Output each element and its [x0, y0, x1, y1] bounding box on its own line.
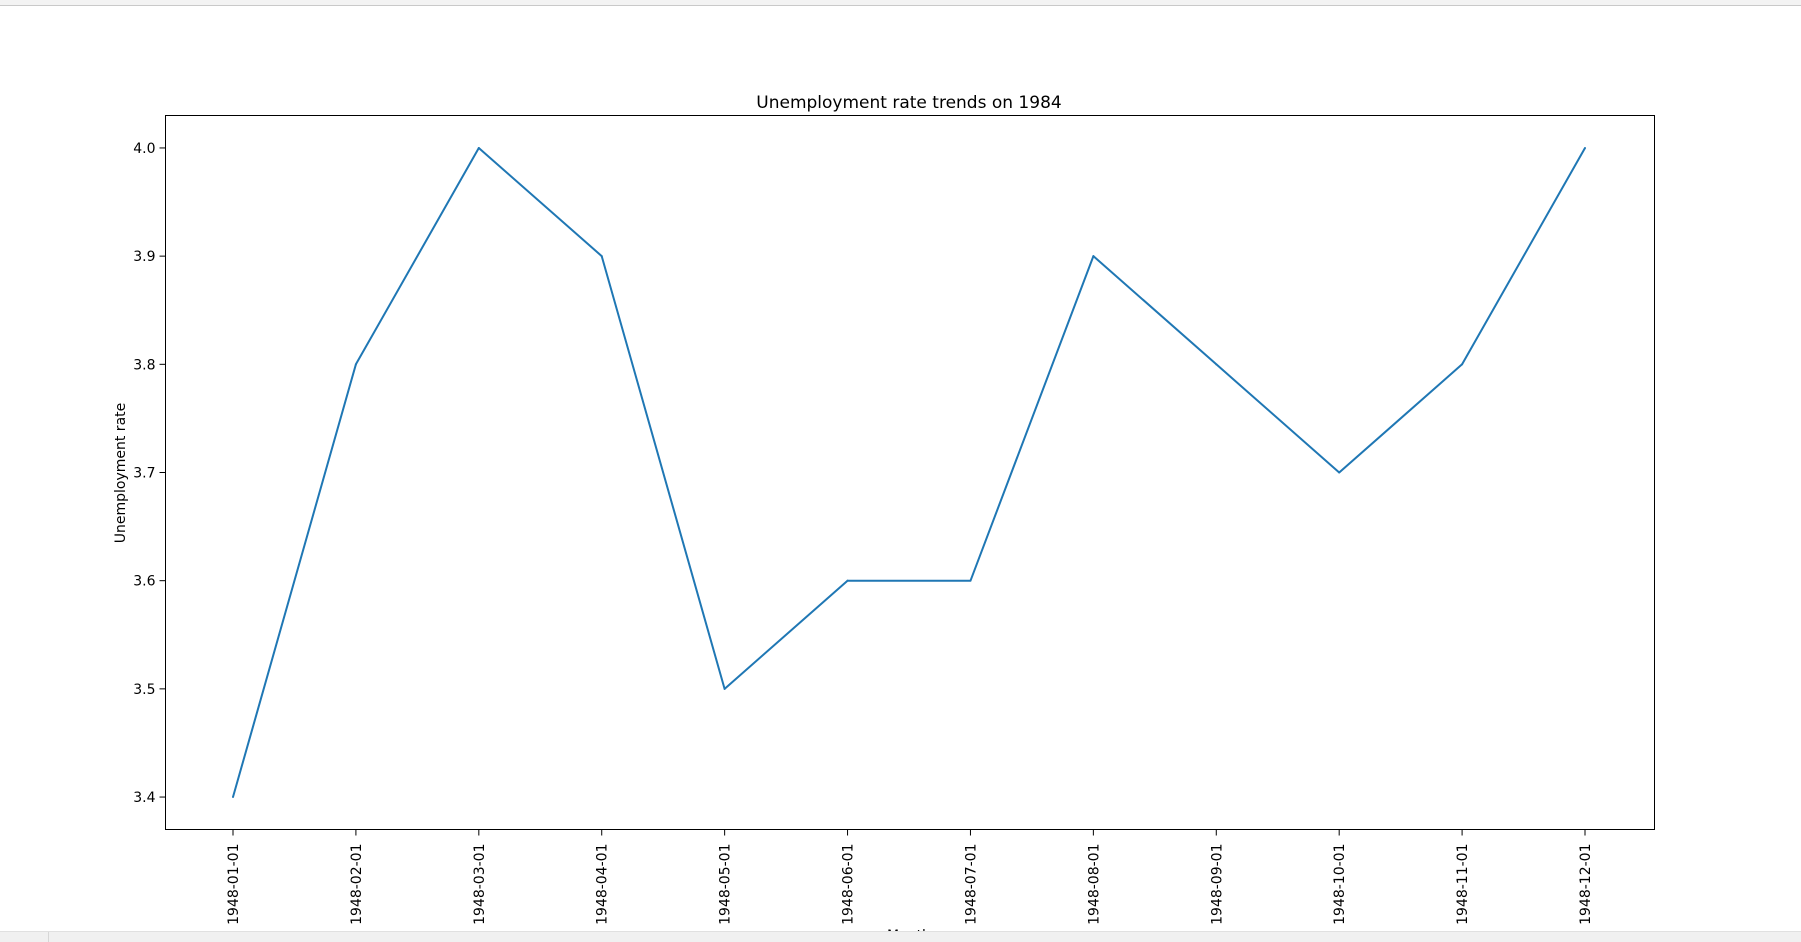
y-axis: 3.4 3.5 3.6 3.7 3.8 3.9 4.0	[133, 141, 166, 806]
data-point	[477, 146, 480, 149]
y-tick-label: 3.7	[133, 466, 155, 482]
x-tick-label: 1948-08-01	[1086, 844, 1102, 925]
x-tick-label: 1948-06-01	[841, 844, 857, 925]
data-point	[232, 796, 234, 799]
y-tick-label: 3.8	[133, 357, 155, 373]
data-point	[969, 579, 972, 582]
x-tick-label: 1948-01-01	[226, 844, 242, 925]
y-tick-label: 3.6	[133, 574, 155, 590]
y-axis-label: Unemployment rate	[113, 403, 129, 544]
data-point	[600, 255, 603, 258]
x-tick-label: 1948-05-01	[718, 844, 734, 925]
y-tick-label: 3.4	[133, 790, 155, 806]
x-tick-label: 1948-07-01	[963, 844, 979, 925]
data-point	[1461, 363, 1464, 366]
x-tick-label: 1948-10-01	[1332, 844, 1348, 925]
data-point	[1584, 146, 1586, 149]
y-tick-label: 4.0	[133, 141, 155, 157]
data-point	[1092, 255, 1095, 258]
x-tick-label: 1948-12-01	[1578, 844, 1594, 925]
data-point	[1215, 363, 1218, 366]
x-tick-label: 1948-02-01	[349, 844, 365, 925]
x-tick-label: 1948-09-01	[1209, 844, 1225, 925]
y-tick-label: 3.9	[133, 249, 155, 265]
scrollbar-corner	[0, 932, 49, 942]
x-tick-label: 1948-11-01	[1455, 844, 1471, 925]
x-tick-label: 1948-03-01	[472, 844, 488, 925]
x-tick-label: 1948-04-01	[595, 844, 611, 925]
data-point	[354, 363, 357, 366]
x-axis: 1948-01-01 1948-02-01 1948-03-01 1948-04-01…	[226, 829, 1594, 925]
data-point	[723, 687, 726, 690]
data-point	[846, 579, 849, 582]
chart-title: Unemployment rate trends on 1984	[756, 93, 1061, 113]
series-layer	[232, 146, 1586, 799]
series-line	[232, 147, 1586, 798]
y-tick-label: 3.5	[133, 682, 155, 698]
plot-frame	[165, 115, 1655, 830]
data-point	[1338, 471, 1341, 474]
window-top-edge	[0, 0, 1801, 6]
bottom-scrollbar[interactable]	[0, 931, 1801, 942]
